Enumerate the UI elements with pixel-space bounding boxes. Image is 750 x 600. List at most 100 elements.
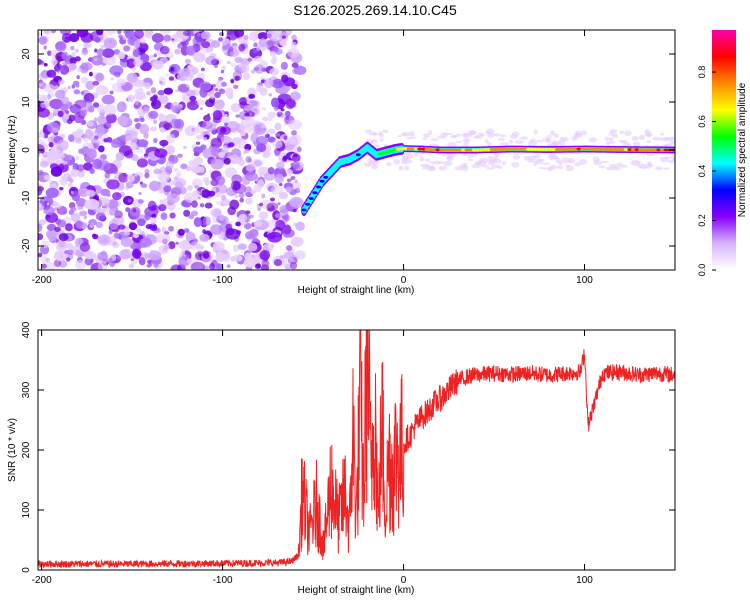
spectrogram-noise-blob: [93, 57, 98, 62]
spectrogram-noise-blob: [285, 186, 293, 193]
spectrogram-halo-blob: [519, 136, 529, 140]
spectrogram-halo-blob: [568, 161, 573, 164]
spectrogram-noise-blob: [149, 262, 153, 267]
spectrogram-noise-blob: [134, 30, 145, 40]
spectrogram-noise-blob: [169, 212, 176, 219]
spectrogram-noise-blob: [267, 111, 277, 119]
spectrogram-noise-blob: [282, 172, 287, 178]
spectrogram-noise-blob: [249, 228, 259, 238]
spectrogram-noise-blob: [118, 224, 126, 230]
spectrogram-noise-blob: [288, 172, 292, 177]
spectrogram-noise-blob: [221, 65, 227, 71]
spectrogram-noise-blob: [118, 34, 123, 39]
spectrogram-noise-blob: [228, 46, 234, 52]
spectrogram-noise-blob: [45, 187, 59, 199]
spectrogram-noise-blob: [100, 44, 106, 49]
spectrogram-ridge-peak: [641, 148, 647, 152]
spectrogram-noise-blob: [170, 66, 175, 72]
spectrogram-halo-blob: [447, 141, 457, 148]
spectrogram-noise-blob: [93, 117, 98, 122]
spectrogram-noise-blob: [199, 81, 212, 92]
spectrogram-noise-blob: [84, 250, 96, 260]
spectrogram-noise-blob: [151, 33, 164, 43]
spectrogram-noise-blob: [274, 48, 283, 55]
spectrogram-noise-blob: [173, 130, 177, 134]
spectrogram-noise-blob: [103, 37, 118, 49]
spectrogram-noise-blob: [247, 57, 253, 62]
spectrogram-noise-blob: [137, 218, 146, 227]
spectrogram-halo-blob: [398, 165, 404, 171]
spectrogram-noise-blob: [166, 133, 176, 143]
spectrogram-noise-blob: [107, 199, 119, 209]
spectrogram-noise-blob: [139, 38, 147, 44]
spectrogram-halo-blob: [561, 137, 569, 142]
spectrogram-noise-blob: [133, 40, 141, 49]
spectrogram-noise-blob: [202, 253, 210, 259]
spectrogram-halo-blob: [478, 132, 484, 136]
spectrogram-halo-blob: [378, 131, 383, 136]
spectrogram-noise-blob: [110, 138, 121, 148]
spectrogram-noise-blob: [183, 228, 190, 233]
spectrogram-noise-blob: [97, 251, 108, 261]
spectrogram-noise-blob: [45, 257, 51, 263]
spectrogram-noise-blob: [219, 32, 225, 37]
spectrogram-ridge-peak: [620, 148, 626, 152]
spectrogram-noise-blob: [234, 56, 243, 64]
spectrogram-ridge-peak: [489, 148, 495, 152]
spectrogram-noise-blob: [273, 258, 283, 267]
spectrogram-noise-blob: [241, 125, 246, 131]
spectrogram-noise-blob: [161, 226, 166, 232]
spectrogram-ridge-peak: [319, 179, 325, 183]
spectrogram-noise-blob: [266, 202, 279, 211]
spectrogram-noise-blob: [274, 122, 282, 131]
spectrogram-halo-blob: [537, 158, 545, 162]
spectrogram-noise-blob: [74, 259, 86, 270]
spectrogram-noise-blob: [157, 171, 170, 182]
spectrogram-noise-blob: [127, 94, 135, 103]
spectrogram-noise-blob: [238, 43, 246, 52]
spectrogram-noise-blob: [108, 219, 119, 231]
spectrogram-noise-blob: [261, 193, 266, 199]
spectrogram-halo-blob: [433, 160, 441, 165]
spectrogram-noise-blob: [289, 91, 301, 101]
spectrogram-halo-blob: [479, 160, 486, 167]
spectrogram-ridge-peak: [569, 147, 575, 151]
spectrogram-noise-blob: [106, 193, 111, 197]
spectrogram-noise-blob: [224, 113, 228, 118]
spectrogram-noise-blob: [260, 264, 270, 270]
spectrogram-noise-blob: [186, 83, 190, 88]
spectrogram-noise-blob: [128, 263, 135, 269]
spectrogram-noise-blob: [267, 219, 277, 229]
spectrogram-noise-blob: [189, 95, 197, 102]
spectrogram-noise-blob: [114, 210, 123, 219]
spectrogram-noise-blob: [250, 69, 256, 74]
spectrogram-noise-blob: [226, 60, 232, 65]
spectrogram-noise-blob: [94, 36, 101, 43]
spectrogram-ridge-peak: [598, 147, 604, 151]
spectrogram-noise-blob: [89, 167, 95, 175]
spectrogram-noise-blob: [136, 158, 148, 168]
spectrogram-noise-blob: [73, 89, 81, 95]
spectrogram-noise-blob: [175, 89, 180, 93]
spectrogram-halo-blob: [424, 158, 431, 162]
spectrogram-halo-blob: [422, 137, 427, 141]
spectrogram-ridge-peak: [656, 148, 662, 152]
spectrogram-ridge-peak: [420, 147, 426, 151]
spectrogram-noise-blob: [75, 156, 80, 161]
spectrogram-halo-blob: [644, 132, 653, 137]
spectrogram-halo-blob: [652, 136, 662, 141]
spectrogram-noise-blob: [38, 185, 44, 192]
spectrogram-noise-blob: [65, 257, 71, 262]
spectrogram-noise-blob: [58, 240, 66, 248]
spectrogram-noise-blob: [71, 84, 76, 89]
spectrogram-noise-blob: [165, 145, 175, 155]
spectrogram-noise-blob: [158, 114, 167, 122]
spectrogram-noise-blob: [38, 223, 43, 233]
spectrogram-halo-blob: [371, 139, 378, 144]
spectrogram-halo-blob: [608, 136, 614, 143]
spectrogram-noise-blob: [293, 197, 302, 206]
spectrogram-noise-blob: [173, 177, 187, 188]
spectrogram-noise-blob: [244, 112, 250, 117]
colorbar-tick-label: 0.4: [697, 165, 707, 178]
spectrogram-noise-blob: [148, 110, 159, 120]
